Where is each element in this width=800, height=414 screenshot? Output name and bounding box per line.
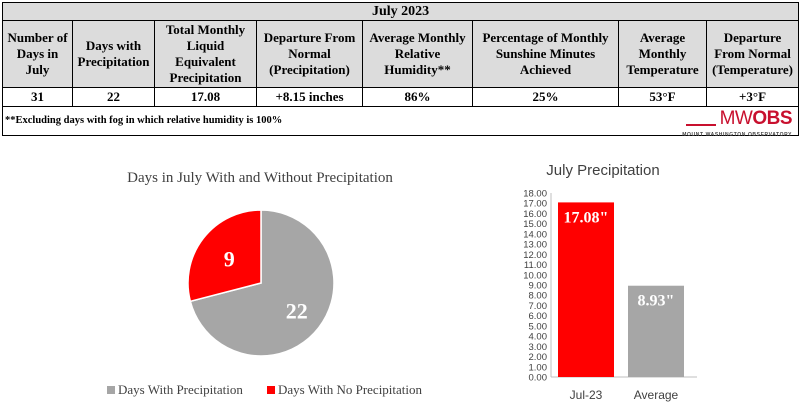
- table-value-1: 22: [72, 87, 155, 107]
- footnote-cell: **Excluding days with fog in which relat…: [1, 106, 800, 138]
- bar-category-label-0: Jul-23: [570, 388, 603, 402]
- bar-y-tick-label: 4.00: [529, 332, 548, 343]
- table-header-5: Percentage of Monthly Sunshine Minutes A…: [472, 20, 619, 88]
- table-header-2: Total Monthly Liquid Equivalent Precipit…: [154, 20, 257, 88]
- bar-y-tick-label: 5.00: [529, 321, 548, 332]
- footnote: **Excluding days with fog in which relat…: [5, 115, 283, 126]
- stats-table-area: July 2023 Number of Days in July Days wit…: [0, 0, 800, 148]
- pie-legend-swatch-0: [107, 386, 115, 394]
- table-values-row: 31 22 17.08 +8.15 inches 86% 25% 53°F +3°F: [2, 87, 800, 107]
- bar-y-tick-label: 12.00: [523, 250, 547, 261]
- stats-table: July 2023 Number of Days in July Days wit…: [1, 2, 800, 138]
- bar-y-tick-label: 9.00: [529, 281, 548, 292]
- pie-slice-0: [189, 209, 335, 357]
- mwobs-logo: MWOBS MOUNT WASHINGTON OBSERVATORY: [662, 108, 793, 138]
- bar-y-tick-label: 10.00: [523, 270, 547, 281]
- table-value-2: 17.08: [154, 87, 257, 107]
- table-header-4: Average Monthly Relative Humidity**: [362, 20, 473, 88]
- bar-y-tick-label: 11.00: [524, 260, 547, 271]
- pie-legend-label-1: Days With No Precipitation: [278, 382, 423, 397]
- bar-y-tick-label: 14.00: [523, 229, 547, 240]
- pie-slice-label-0: 22: [286, 299, 308, 324]
- bar-0: [558, 202, 614, 377]
- table-value-3: +8.15 inches: [256, 87, 363, 107]
- logo-subtitle: MOUNT WASHINGTON OBSERVATORY: [682, 132, 793, 138]
- bar-y-tick-label: 7.00: [529, 301, 548, 312]
- bar-y-tick-label: 2.00: [529, 352, 548, 363]
- bar-title: July Precipitation: [546, 162, 659, 179]
- bar-y-tick-label: 6.00: [529, 311, 548, 322]
- pie-legend-swatch-1: [267, 386, 275, 394]
- table-value-5: 25%: [472, 87, 619, 107]
- table-value-0: 31: [2, 87, 73, 107]
- bar-1: [628, 285, 684, 377]
- pie-legend-label-0: Days With Precipitation: [118, 382, 243, 397]
- table-value-6: 53°F: [618, 87, 707, 107]
- logo-wordmark: MWOBS: [719, 108, 793, 129]
- logo-bar: [686, 124, 717, 126]
- bar-y-tick-label: 8.00: [529, 291, 548, 302]
- table-header-1: Days with Precipitation: [72, 20, 155, 88]
- table-header-7: Departure From Normal (Temperature): [705, 20, 800, 88]
- table-value-7: +3°F: [705, 87, 800, 107]
- pie-title: Days in July With and Without Precipitat…: [127, 170, 393, 186]
- bar-category-label-1: Average: [634, 388, 679, 402]
- bar-y-tick-label: 16.00: [523, 209, 547, 220]
- table-header-row: Number of Days in July Days with Precipit…: [2, 20, 800, 88]
- pie-slice-1: [187, 209, 262, 303]
- bar-y-tick-label: 13.00: [523, 240, 547, 251]
- bar-y-tick-label: 18.00: [523, 189, 547, 200]
- bar-data-label-1: 8.93": [638, 293, 675, 310]
- bar-y-tick-label: 1.00: [529, 362, 548, 373]
- bar-data-label-0: 17.08": [564, 209, 609, 226]
- pie-slice-label-1: 9: [224, 246, 235, 271]
- bar-y-tick-label: 15.00: [523, 219, 547, 230]
- bar-y-tick-label: 3.00: [529, 342, 548, 353]
- bar-y-tick-label: 17.00: [523, 199, 547, 210]
- bar-y-tick-label: 0.00: [529, 373, 548, 384]
- table-title: July 2023: [1, 2, 800, 21]
